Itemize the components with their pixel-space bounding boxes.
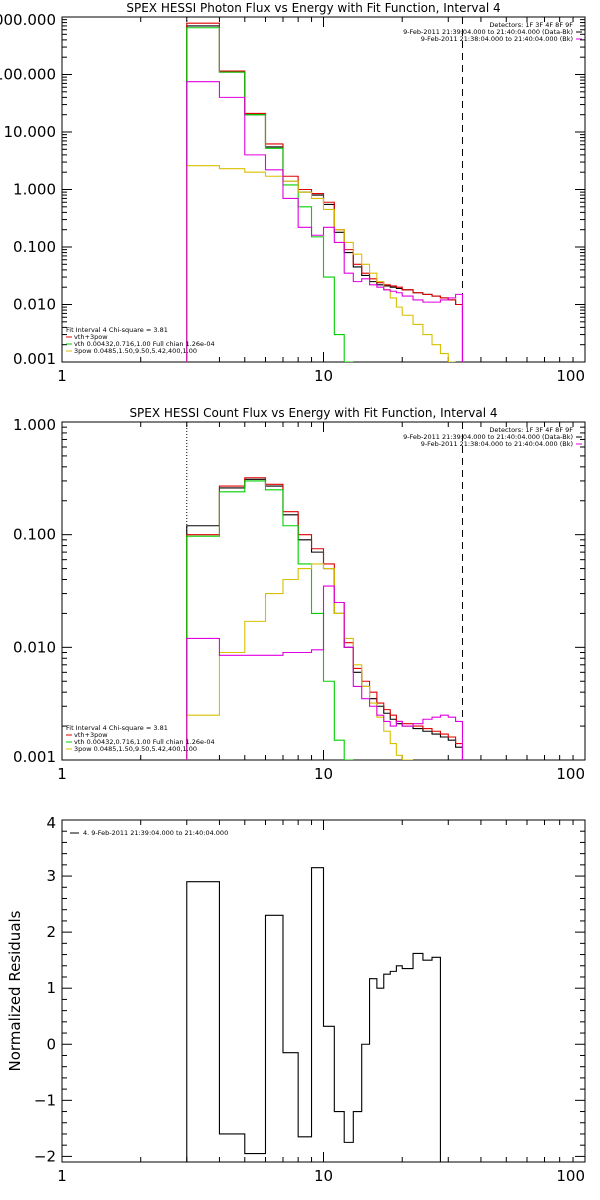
- x-tick-label: 1: [57, 367, 67, 385]
- series-group: [186, 867, 441, 1162]
- series-group: [186, 477, 464, 760]
- annotation-right: 9-Feb-2011 21:39:04.000 to 21:40:04.000 …: [403, 28, 573, 36]
- y-tick-label: 3: [46, 867, 56, 885]
- y-tick-label: 0.010: [13, 296, 56, 314]
- chart-title: SPEX HESSI Count Flux vs Energy with Fit…: [129, 406, 497, 420]
- annotation-right: 9-Feb-2011 21:39:04.000 to 21:40:04.000 …: [403, 433, 573, 441]
- legend-entry: vth+3pow: [74, 333, 108, 341]
- legend-entry: vth 0.00432,0.716,1.00 Full chian 1.26e-…: [74, 738, 215, 746]
- annotation-right: Detectors: 1F 3F 4F 8F 9F: [489, 426, 573, 434]
- x-tick-label: 10: [314, 765, 333, 783]
- y-tick-label: 0: [46, 1035, 56, 1053]
- x-tick-label: 1: [57, 765, 67, 783]
- series-3pow: [186, 165, 456, 362]
- y-tick-label: 0.100: [13, 238, 56, 256]
- series-3pow: [186, 563, 414, 760]
- y-tick-label: 4: [46, 814, 56, 832]
- y-tick-label: 0.001: [13, 350, 56, 368]
- series-data-bk: [186, 25, 464, 362]
- legend-entry: 3pow 0.0485,1.50,9.50,5.42,400,1.00: [74, 745, 197, 753]
- annotation-right: 9-Feb-2011 21:38:04.000 to 21:40:04.000 …: [421, 35, 573, 43]
- chart-title: SPEX HESSI Photon Flux vs Energy with Fi…: [126, 1, 500, 15]
- y-tick-label: 1: [46, 979, 56, 997]
- annotation-right: Detectors: 1F 3F 4F 8F 9F: [489, 21, 573, 29]
- x-tick-label: 100: [556, 765, 585, 783]
- series-bk: [186, 585, 464, 760]
- series-vth: [186, 27, 354, 362]
- y-tick-label: 2: [46, 923, 56, 941]
- x-tick-label: 100: [556, 1167, 585, 1185]
- series-residuals: [186, 867, 441, 1162]
- legend-entry: 3pow 0.0485,1.50,9.50,5.42,400,1.00: [74, 347, 197, 355]
- x-tick-label: 1: [57, 1167, 67, 1185]
- y-tick-label: 10.000: [4, 123, 57, 141]
- y-tick-label: −1: [34, 1091, 56, 1109]
- x-tick-label: 100: [556, 367, 585, 385]
- x-tick-label: 10: [314, 367, 333, 385]
- x-tick-label: 10: [314, 1167, 333, 1185]
- y-tick-label: −2: [34, 1147, 56, 1165]
- legend-header: Fit Interval 4 Chi-square = 3.81: [66, 326, 168, 334]
- series-vth: [186, 480, 354, 760]
- legend-entry: 4. 9-Feb-2011 21:39:04.000 to 21:40:04.0…: [83, 829, 228, 837]
- series-group: [186, 22, 464, 362]
- y-tick-label: 1.000: [13, 181, 56, 199]
- legend-entry: vth+3pow: [74, 731, 108, 739]
- legend-entry: vth 0.00432,0.716,1.00 Full chian 1.26e-…: [74, 340, 215, 348]
- y-tick-label: 0.010: [13, 638, 56, 656]
- legend-header: Fit Interval 4 Chi-square = 3.81: [66, 724, 168, 732]
- chart-1: SPEX HESSI Photon Flux vs Energy with Fi…: [0, 1, 586, 385]
- y-tick-label: 0.100: [13, 526, 56, 544]
- y-axis-label: Normalized Residuals: [6, 910, 24, 1071]
- chart-3: 1 10 100 −2 −1 0 1 2 3 4 Normalized Residuals 4. 9-…: [6, 814, 586, 1185]
- y-tick-label: 100.000: [0, 66, 56, 84]
- series-vth-3pow: [186, 477, 464, 760]
- series-vth-3pow: [186, 22, 464, 362]
- chart-2: SPEX HESSI Count Flux vs Energy with Fit…: [13, 406, 586, 783]
- annotation-right: 9-Feb-2011 21:38:04.000 to 21:40:04.000 …: [421, 440, 573, 448]
- series-data-bk: [186, 478, 464, 760]
- y-tick-label: 0.001: [13, 748, 56, 766]
- series-bk: [186, 81, 464, 362]
- plot-frame: [61, 16, 586, 363]
- y-tick-label: 1.000: [13, 416, 56, 434]
